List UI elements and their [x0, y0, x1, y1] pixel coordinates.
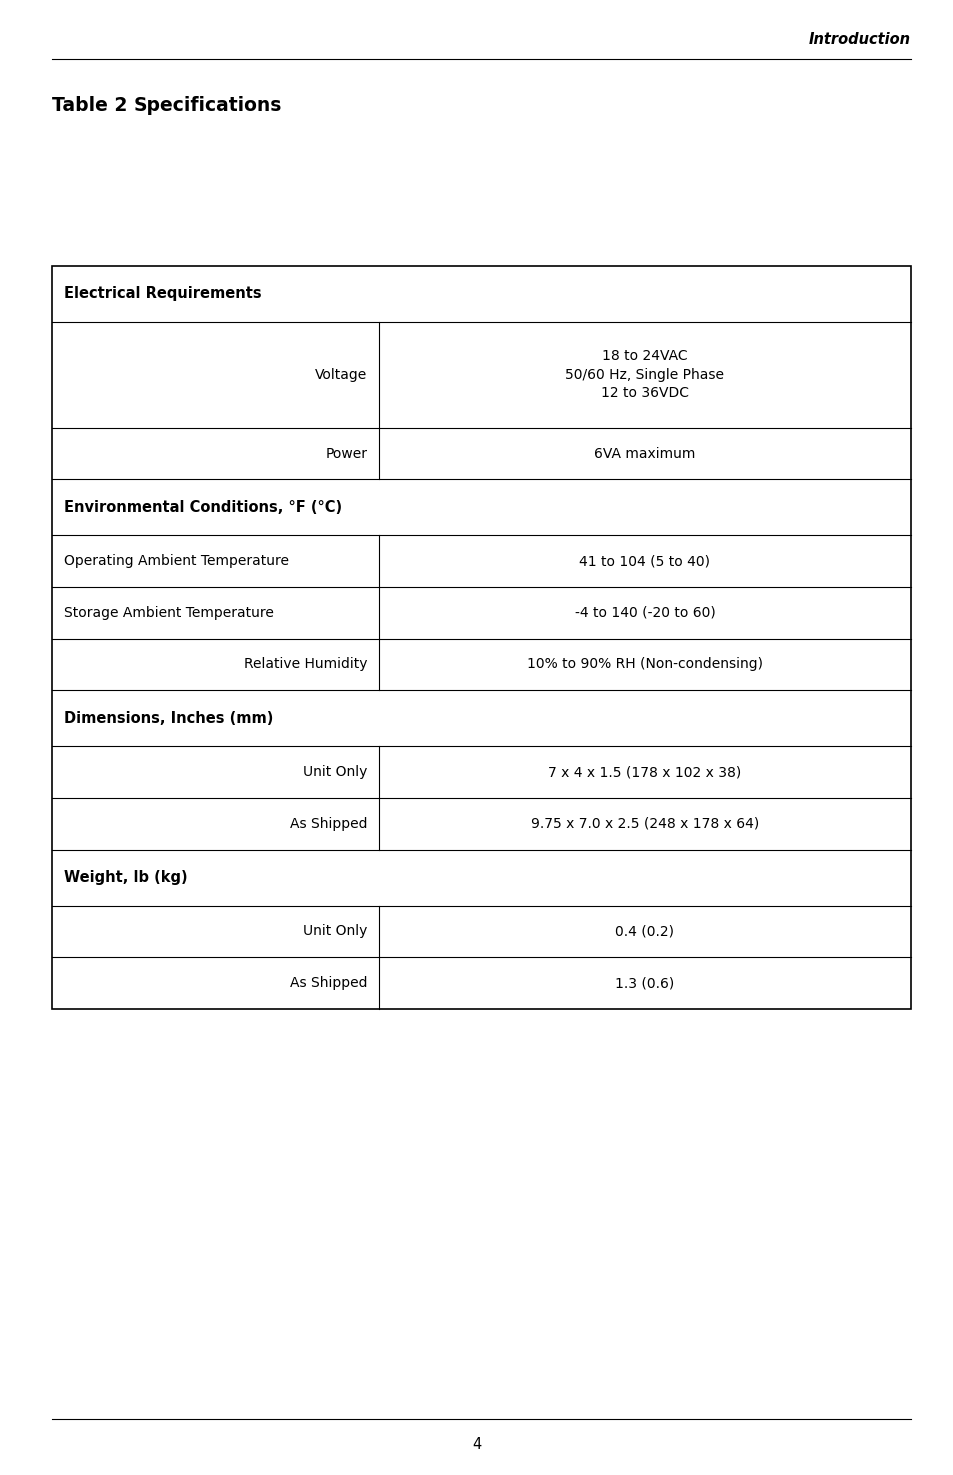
Text: 7 x 4 x 1.5 (178 x 102 x 38): 7 x 4 x 1.5 (178 x 102 x 38) [548, 766, 740, 779]
Text: As Shipped: As Shipped [290, 817, 367, 830]
Text: Table 2: Table 2 [52, 96, 128, 115]
Text: Specifications: Specifications [133, 96, 282, 115]
Text: 9.75 x 7.0 x 2.5 (248 x 178 x 64): 9.75 x 7.0 x 2.5 (248 x 178 x 64) [530, 817, 759, 830]
Text: Operating Ambient Temperature: Operating Ambient Temperature [64, 555, 289, 568]
Text: 0.4 (0.2): 0.4 (0.2) [615, 925, 674, 938]
Text: Relative Humidity: Relative Humidity [244, 658, 367, 671]
Text: Introduction: Introduction [808, 32, 910, 47]
Text: Dimensions, Inches (mm): Dimensions, Inches (mm) [64, 711, 273, 726]
Text: 4: 4 [472, 1437, 481, 1451]
Text: Storage Ambient Temperature: Storage Ambient Temperature [64, 606, 274, 619]
Text: As Shipped: As Shipped [290, 976, 367, 990]
Text: 41 to 104 (5 to 40): 41 to 104 (5 to 40) [578, 555, 710, 568]
Text: Power: Power [325, 447, 367, 460]
Text: Environmental Conditions, °F (°C): Environmental Conditions, °F (°C) [64, 500, 342, 515]
Bar [52, 266, 910, 1009]
Text: -4 to 140 (-20 to 60): -4 to 140 (-20 to 60) [574, 606, 715, 619]
Text: Unit Only: Unit Only [303, 766, 367, 779]
Text: 18 to 24VAC
50/60 Hz, Single Phase
12 to 36VDC: 18 to 24VAC 50/60 Hz, Single Phase 12 to… [565, 350, 723, 400]
Text: 6VA maximum: 6VA maximum [594, 447, 695, 460]
Text: Electrical Requirements: Electrical Requirements [64, 286, 261, 301]
Text: Unit Only: Unit Only [303, 925, 367, 938]
Text: Voltage: Voltage [314, 367, 367, 382]
Text: Weight, lb (kg): Weight, lb (kg) [64, 870, 188, 885]
Text: 10% to 90% RH (Non-condensing): 10% to 90% RH (Non-condensing) [526, 658, 762, 671]
Text: 1.3 (0.6): 1.3 (0.6) [615, 976, 674, 990]
